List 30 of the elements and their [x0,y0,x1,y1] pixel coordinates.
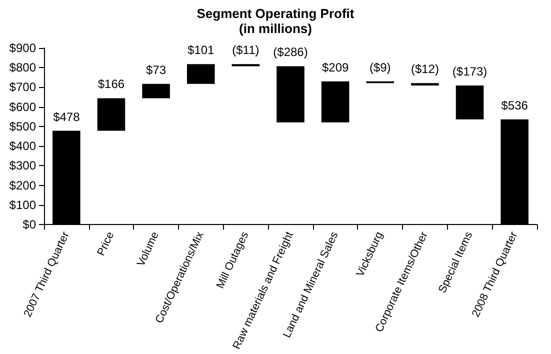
y-tick-label: $300 [9,158,36,173]
data-label: ($11) [232,43,260,58]
y-tick-label: $800 [9,60,36,75]
data-label: $478 [53,110,80,124]
x-tick-label: Price [95,230,117,258]
chart-title: Segment Operating Profit [196,6,355,21]
data-label: $209 [322,60,349,74]
bar [456,85,484,120]
bar [142,84,170,98]
y-tick-label: $100 [9,198,36,212]
bar [321,81,350,122]
data-label: $101 [188,43,215,58]
y-tick-label: $600 [9,100,36,114]
bar [276,66,304,122]
y-tick-label: $200 [9,178,36,192]
y-tick-label: $900 [9,41,36,55]
data-label: $166 [98,77,125,92]
chart-subtitle: (in millions) [239,21,312,36]
data-label: ($12) [410,62,439,76]
data-label: ($9) [369,60,391,74]
y-tick-label: $700 [9,80,36,94]
data-label: $73 [146,62,166,77]
data-label: ($173) [452,64,488,78]
bar [186,64,215,84]
data-label: $536 [501,98,528,112]
y-tick-label: $400 [9,139,36,154]
data-label: ($286) [273,45,308,60]
y-tick-label: $500 [9,119,36,134]
bar [97,98,126,131]
y-tick-label: $0 [22,218,36,232]
